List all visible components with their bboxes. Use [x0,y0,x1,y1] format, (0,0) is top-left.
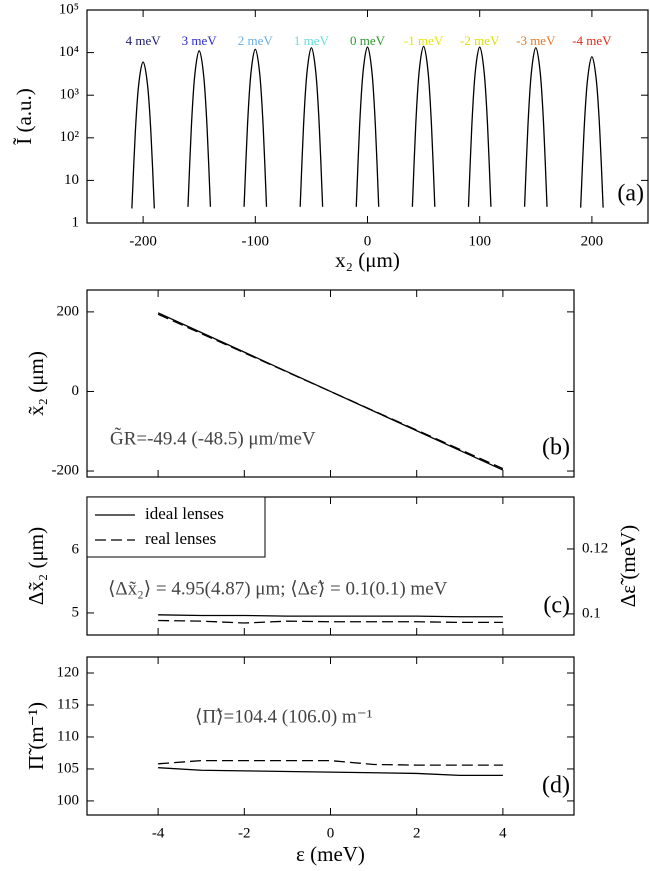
x-tick-label: -4 [152,825,165,841]
y-tick-label: 6 [72,541,80,557]
x-tick-label: 200 [581,233,604,249]
legend-label: ideal lenses [145,504,224,523]
y2-tick-label: 0.12 [582,540,608,556]
plot-frame [86,656,575,816]
y-tick-label: 10³ [60,87,80,103]
series-label: -1 meV [404,33,444,48]
x-tick-label: 0 [364,233,372,249]
annotation: ⟨Π̃⟩=104.4 (106.0) m⁻¹ [195,706,373,727]
x-tick-label: -100 [242,233,270,249]
series-line [158,767,503,776]
y-tick-label: 115 [57,696,79,712]
y-tick-label: -200 [52,462,80,478]
series-line [157,312,504,471]
annotation: ⟨Δx̃₂⟩ = 4.95(4.87) μm; ⟨Δε̃⟩ = 0.1(0.1)… [108,578,448,599]
y2-tick-label: 0.1 [582,605,601,621]
annotation: G̃R=-49.4 (-48.5) μm/meV [110,426,316,449]
series-label: -4 meV [572,33,612,48]
x-tick-label: 0 [327,825,335,841]
series-label: -3 meV [516,33,556,48]
series-line [157,313,504,470]
panel-label: (d) [542,773,570,799]
panel-label: (b) [542,435,570,461]
series-label: 2 meV [238,33,274,48]
series-label: -2 meV [460,33,500,48]
y-tick-label: 120 [57,664,80,680]
y-tick-label: 1 [72,214,80,230]
panel-label: (c) [543,593,570,619]
series-line [187,50,212,207]
x-tick-label: 4 [499,825,507,841]
y-axis-label: Ĩ (a.u.) [12,88,36,145]
series-line [467,46,492,207]
y-tick-label: 10⁴ [59,44,79,60]
y-tick-label: 105 [57,760,80,776]
y-axis-label: x̃₂ (μm) [24,351,48,416]
y-tick-label: 100 [57,792,80,808]
series-line [580,56,604,208]
series-line [131,61,155,209]
legend-label: real lenses [145,529,216,548]
series-line [243,48,268,207]
series-label: 4 meV [126,33,162,48]
y-tick-label: 10 [64,172,79,188]
y-tick-label: 200 [57,303,80,319]
x-axis-label: x₂ (μm) [335,248,400,272]
panel-label: (a) [617,181,644,207]
x-tick-label: 2 [413,825,421,841]
y-tick-label: 0 [72,383,80,399]
series-line [158,614,503,618]
y-tick-label: 5 [72,604,80,620]
x-tick-label: -2 [238,825,251,841]
y-tick-label: 10⁵ [59,1,79,17]
legend-box [86,496,266,558]
series-line [411,45,436,207]
y-tick-label: 10² [60,129,80,145]
y2-axis-label: Δε̃ (meV) [616,525,640,607]
series-line [158,619,503,624]
y-axis-label: Π̃ (m⁻¹) [24,702,48,770]
series-line [355,46,380,207]
y-tick-label: 110 [57,728,79,744]
x-tick-label: -200 [129,233,157,249]
x-tick-label: 100 [468,233,491,249]
series-label: 0 meV [350,33,386,48]
series-line [523,47,548,207]
x-axis-label: ε (meV) [296,842,365,866]
y-axis-label: Δx̃₂ (μm) [24,527,48,605]
series-label: 1 meV [294,33,330,48]
series-label: 3 meV [182,33,218,48]
series-line [158,759,503,766]
series-line [299,47,324,207]
